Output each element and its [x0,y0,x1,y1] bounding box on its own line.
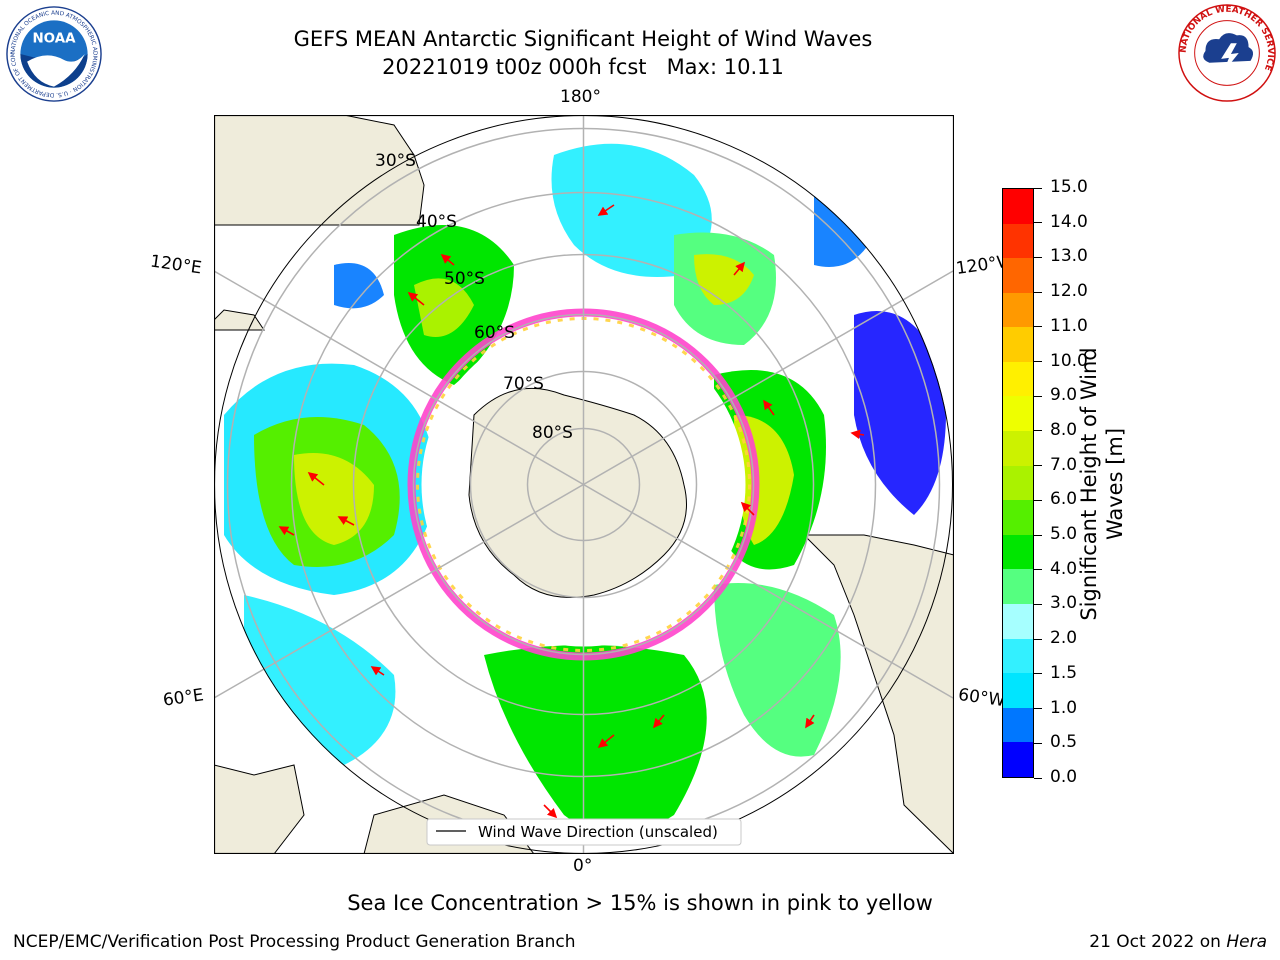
lat-label-30s: 30°S [375,151,416,171]
colorbar-tick-label: 3.0 [1050,593,1078,614]
colorbar-segment [1003,361,1033,397]
legend-label: Wind Wave Direction (unscaled) [478,823,718,841]
colorbar-segment [1003,500,1033,535]
colorbar-segment [1003,742,1033,777]
colorbar-tick-label: 1.0 [1050,697,1078,718]
colorbar [1002,188,1034,778]
colorbar-tick [1034,499,1042,501]
colorbar-tick [1034,638,1042,640]
lat-label-70s: 70°S [503,374,544,394]
colorbar-tick-label: 13.0 [1050,246,1088,267]
lon-label-60w: 60°W [956,684,1007,712]
colorbar-title: Significant Height of Wind Waves [m] [1076,347,1129,620]
colorbar-tick-label: 15.0 [1050,177,1088,197]
lon-label-0: 0° [573,856,593,876]
colorbar-tick [1034,395,1042,397]
colorbar-tick [1034,465,1042,467]
colorbar-segment [1003,465,1033,501]
colorbar-segment [1003,327,1033,362]
colorbar-tick [1034,569,1042,571]
colorbar-segment [1003,292,1033,328]
colorbar-tick [1034,430,1042,432]
colorbar-tick-label: 5.0 [1050,524,1078,545]
lat-label-50s: 50°S [444,269,485,289]
colorbar-tick [1034,777,1042,779]
colorbar-tick-label: 0.5 [1050,732,1078,753]
colorbar-segment [1003,396,1033,432]
colorbar-segment [1003,673,1033,708]
colorbar-title-line: Significant Height of Wind [1076,347,1101,621]
colorbar-tick [1034,291,1042,293]
colorbar-tick [1034,603,1042,605]
colorbar-segment [1003,534,1033,570]
polar-map: Wind Wave Direction (unscaled) [214,115,954,854]
footer-credit: NCEP/EMC/Verification Post Processing Pr… [13,932,576,952]
colorbar-tick [1034,742,1042,744]
colorbar-segment [1003,431,1033,466]
colorbar-tick-label: 12.0 [1050,281,1088,302]
colorbar-tick-label: 11.0 [1050,315,1088,336]
colorbar-tick-label: 0.0 [1050,767,1078,787]
antarctica-land [468,387,687,598]
colorbar-segment [1003,223,1033,259]
colorbar-tick-label: 2.0 [1050,628,1078,649]
colorbar-tick-label: 8.0 [1050,419,1078,440]
colorbar-tick-label: 7.0 [1050,454,1078,475]
colorbar-tick [1034,673,1042,675]
lat-label-80s: 80°S [532,423,573,443]
colorbar-title-line: Waves [m] [1103,427,1127,541]
colorbar-segment [1003,189,1033,224]
colorbar-tick-label: 6.0 [1050,489,1078,510]
map-legend: Wind Wave Direction (unscaled) [426,818,742,846]
colorbar-tick [1034,708,1042,710]
colorbar-segment [1003,707,1033,743]
colorbar-tick [1034,222,1042,224]
sea-ice-note: Sea Ice Concentration > 15% is shown in … [347,891,933,915]
lon-label-60e: 60°E [161,685,205,711]
footer-host: Hera [1226,932,1267,952]
colorbar-segment [1003,638,1033,674]
colorbar-segment [1003,258,1033,293]
colorbar-tick [1034,534,1042,536]
colorbar-segment [1003,604,1033,639]
footer-date: 21 Oct 2022 on Hera [1089,934,1267,951]
colorbar-tick-label: 9.0 [1050,385,1078,406]
noaa-logo: NATIONAL OCEANIC AND ATMOSPHERIC ADMINIS… [6,6,102,102]
lon-label-120e: 120°E [148,251,203,279]
colorbar-tick-label: 4.0 [1050,558,1078,579]
chart-subtitle: 20221019 t00z 000h fcst Max: 10.11 [382,55,784,79]
wind-wave-arrows [278,204,865,819]
graticule [214,115,954,854]
noaa-logo-text: NOAA [32,31,76,46]
colorbar-segment [1003,569,1033,605]
footer-date-text: 21 Oct 2022 on [1089,932,1227,952]
lat-label-60s: 60°S [474,323,515,343]
map-border [214,115,954,854]
colorbar-tick-label: 14.0 [1050,211,1088,232]
colorbar-tick [1034,187,1042,189]
lat-label-40s: 40°S [416,212,457,232]
chart-title: GEFS MEAN Antarctic Significant Height o… [293,27,873,51]
colorbar-tick [1034,256,1042,258]
colorbar-tick [1034,326,1042,328]
colorbar-tick-label: 1.5 [1050,662,1078,683]
nws-logo: NATIONAL WEATHER SERVICE [1178,4,1276,102]
colorbar-tick [1034,361,1042,363]
lon-label-180: 180° [560,87,601,107]
colorbar-tick-label: 10.0 [1050,350,1088,371]
